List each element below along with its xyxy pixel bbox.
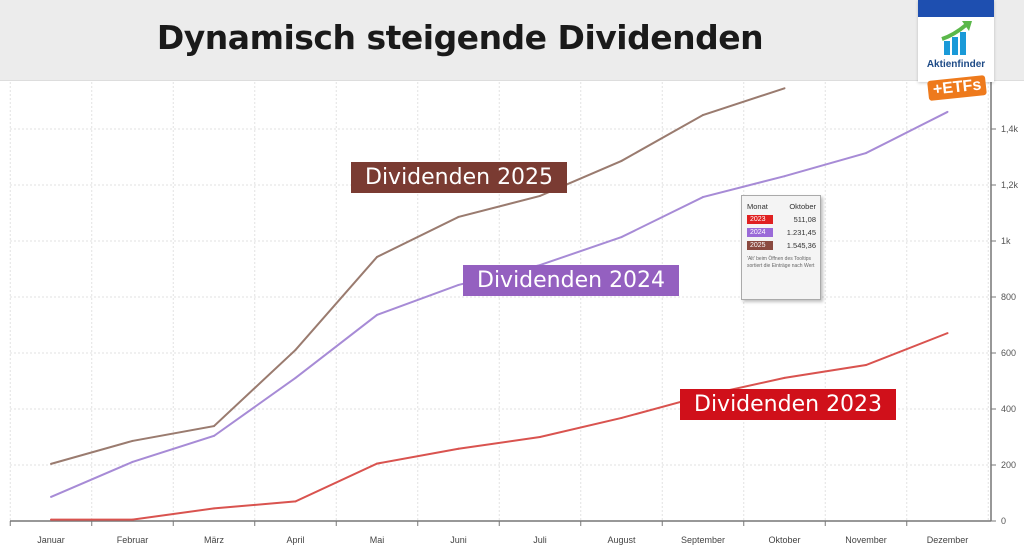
data-point [457, 283, 460, 286]
data-point [783, 87, 786, 90]
data-point [620, 236, 623, 239]
data-point [783, 376, 786, 379]
data-point [131, 439, 134, 442]
data-point [131, 518, 134, 521]
data-point [457, 215, 460, 218]
aktienfinder-logo[interactable]: Aktienfinder [918, 0, 994, 82]
tooltip: Monat Oktober 2023 511,08 2024 1.231,45 202… [741, 195, 821, 300]
data-point [620, 159, 623, 162]
x-tick-label: Oktober [768, 535, 800, 545]
x-tick-label: November [845, 535, 887, 545]
x-tick-label: Januar [37, 535, 65, 545]
tooltip-value: 1.545,36 [786, 241, 816, 250]
tooltip-value: 511,08 [793, 215, 816, 224]
x-tick-label: August [607, 535, 636, 545]
logo-text: Aktienfinder [926, 59, 986, 70]
data-point [865, 152, 867, 155]
y-tick-label: 800 [1001, 292, 1016, 302]
data-point [213, 434, 215, 437]
y-tick-label: 600 [1001, 348, 1016, 358]
data-point [946, 332, 949, 335]
data-point [376, 462, 378, 465]
data-point [294, 500, 297, 503]
data-point [50, 495, 52, 498]
tooltip-row: 2025 1.545,36 [742, 239, 820, 252]
data-point [131, 460, 134, 463]
data-point [539, 194, 541, 197]
data-point [213, 425, 215, 428]
tooltip-row: 2023 511,08 [742, 213, 820, 226]
x-tick-label: September [681, 535, 725, 545]
x-tick-label: Juli [533, 535, 547, 545]
x-tick-label: Dezember [927, 535, 969, 545]
page-title: Dynamisch steigende Dividenden [156, 18, 764, 57]
data-point [457, 447, 460, 450]
y-tick-label: 0 [1001, 516, 1006, 526]
data-point [702, 114, 704, 116]
chart-growth-icon [941, 21, 972, 55]
x-tick-label: Mai [370, 535, 385, 545]
y-tick-label: 200 [1001, 460, 1016, 470]
series-line-2023 [51, 332, 948, 521]
data-point [620, 416, 623, 419]
tooltip-col-value: Oktober [789, 202, 816, 211]
tooltip-year: 2025 [747, 241, 773, 250]
data-point [213, 507, 215, 510]
tooltip-year: 2024 [747, 228, 773, 237]
data-point [865, 364, 867, 367]
x-tick-label: April [286, 535, 304, 545]
data-point [946, 110, 949, 113]
data-point [294, 376, 297, 379]
data-point [294, 348, 297, 351]
y-tick-label: 1,2k [1001, 180, 1019, 190]
tooltip-col-month: Monat [747, 202, 768, 211]
label-dividenden-2023: Dividenden 2023 [680, 389, 897, 420]
label-dividenden-2025: Dividenden 2025 [351, 162, 568, 193]
header: Dynamisch steigende Dividenden [0, 0, 1024, 81]
tooltip-row: 2024 1.231,45 [742, 226, 820, 239]
y-tick-label: 400 [1001, 404, 1016, 414]
data-point [50, 518, 52, 521]
tooltip-note: 'Alt' beim Öffnen des Tooltips sortiert … [747, 256, 815, 269]
data-point [702, 196, 704, 199]
tooltip-value: 1.231,45 [786, 228, 816, 237]
x-tick-label: Februar [117, 535, 149, 545]
tooltip-year: 2023 [747, 215, 773, 224]
y-tick-label: 1k [1001, 236, 1011, 246]
y-tick-label: 1,4k [1001, 124, 1019, 134]
x-tick-label: März [204, 535, 224, 545]
data-point [783, 175, 786, 178]
data-point [376, 255, 378, 258]
data-point [539, 436, 541, 438]
data-point [376, 313, 378, 316]
series-2023 [50, 332, 949, 521]
x-tick-label: Juni [450, 535, 467, 545]
logo-top-bar [918, 0, 994, 17]
data-point [50, 462, 52, 465]
label-dividenden-2024: Dividenden 2024 [463, 265, 680, 296]
